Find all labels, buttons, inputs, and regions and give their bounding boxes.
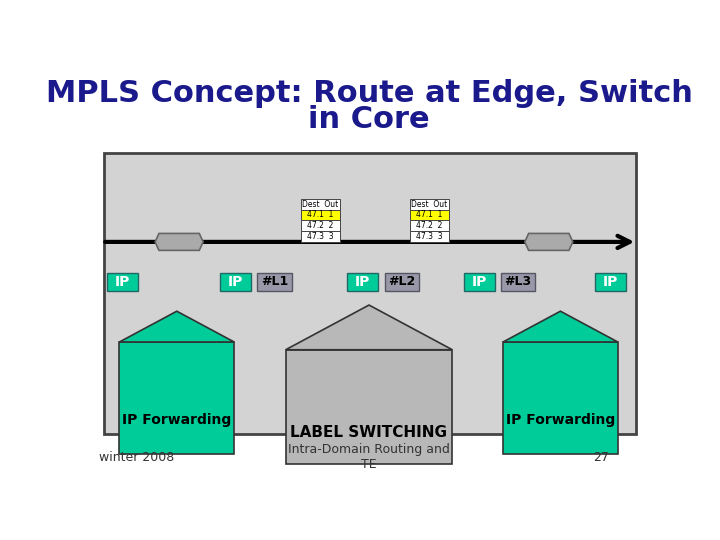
Text: IP: IP	[355, 275, 371, 289]
Text: #L3: #L3	[504, 275, 531, 288]
FancyBboxPatch shape	[107, 273, 138, 291]
Text: winter 2008: winter 2008	[99, 451, 174, 464]
Polygon shape	[155, 233, 203, 251]
Text: 47.1  1: 47.1 1	[307, 211, 333, 219]
Text: IP Forwarding: IP Forwarding	[122, 413, 231, 427]
Text: IP Forwarding: IP Forwarding	[505, 413, 615, 427]
FancyBboxPatch shape	[301, 220, 340, 231]
Polygon shape	[286, 305, 452, 350]
Text: 47.2  2: 47.2 2	[416, 221, 443, 230]
FancyBboxPatch shape	[301, 199, 340, 210]
FancyBboxPatch shape	[410, 199, 449, 210]
FancyBboxPatch shape	[410, 220, 449, 231]
Text: IP: IP	[228, 275, 243, 289]
Text: IP: IP	[472, 275, 487, 289]
FancyBboxPatch shape	[464, 273, 495, 291]
FancyBboxPatch shape	[120, 342, 234, 454]
Text: IP: IP	[115, 275, 130, 289]
Text: Dest  Out: Dest Out	[411, 200, 448, 208]
FancyBboxPatch shape	[410, 231, 449, 242]
Text: 47.1  1: 47.1 1	[416, 211, 443, 219]
Text: in Core: in Core	[308, 105, 430, 134]
Text: 47.2  2: 47.2 2	[307, 221, 333, 230]
FancyBboxPatch shape	[301, 231, 340, 242]
Polygon shape	[503, 311, 618, 342]
Text: 47.3  3: 47.3 3	[416, 232, 443, 241]
Polygon shape	[525, 233, 573, 251]
FancyBboxPatch shape	[410, 210, 449, 220]
Text: MPLS Concept: Route at Edge, Switch: MPLS Concept: Route at Edge, Switch	[45, 79, 693, 107]
FancyBboxPatch shape	[220, 273, 251, 291]
FancyBboxPatch shape	[258, 273, 292, 291]
FancyBboxPatch shape	[347, 273, 378, 291]
FancyBboxPatch shape	[104, 153, 636, 434]
Polygon shape	[120, 311, 234, 342]
FancyBboxPatch shape	[301, 210, 340, 220]
Text: Dest  Out: Dest Out	[302, 200, 338, 208]
FancyBboxPatch shape	[503, 342, 618, 454]
Text: LABEL SWITCHING: LABEL SWITCHING	[290, 425, 448, 440]
FancyBboxPatch shape	[286, 350, 452, 464]
Text: #L1: #L1	[261, 275, 288, 288]
Text: 27: 27	[593, 451, 609, 464]
FancyBboxPatch shape	[500, 273, 535, 291]
Text: #L2: #L2	[388, 275, 415, 288]
Text: IP: IP	[603, 275, 618, 289]
Text: 47.3  3: 47.3 3	[307, 232, 333, 241]
FancyBboxPatch shape	[595, 273, 626, 291]
Text: Intra-Domain Routing and
TE: Intra-Domain Routing and TE	[288, 443, 450, 471]
FancyBboxPatch shape	[384, 273, 418, 291]
